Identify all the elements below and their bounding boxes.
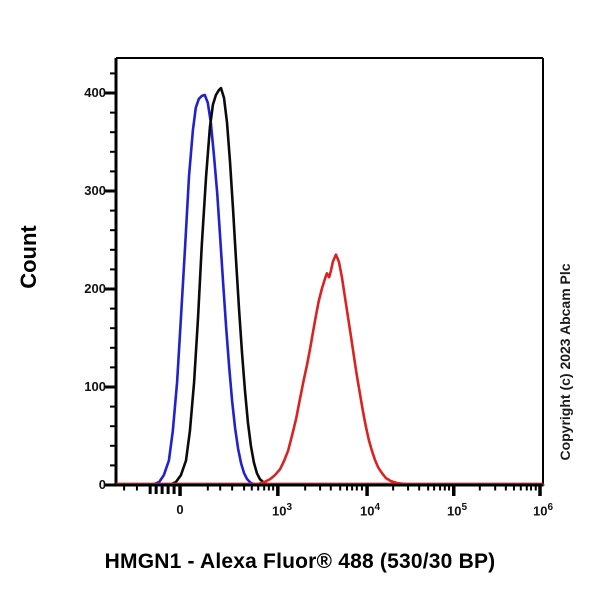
y-axis-title: Count bbox=[16, 225, 41, 289]
y-tick-label-0: 0 bbox=[98, 477, 106, 492]
x-tick-label-10e5: 105 bbox=[446, 502, 468, 519]
x-tick-label-10e4: 104 bbox=[359, 502, 381, 519]
y-tick-label-400: 400 bbox=[84, 85, 106, 100]
y-tick-label-300: 300 bbox=[84, 183, 106, 198]
y-tick-label-100: 100 bbox=[84, 379, 106, 394]
chart-title: HMGN1 - Alexa Fluor® 488 (530/30 BP) bbox=[104, 550, 496, 573]
histogram-curve-hmgn1-stained-red bbox=[114, 253, 545, 487]
copyright-text: Copyright (c) 2023 Abcam Plc bbox=[557, 263, 573, 461]
x-tick-label-0: 0 bbox=[176, 502, 184, 517]
histogram-curve-unlabelled-control-blue bbox=[114, 93, 545, 487]
y-tick-label-200: 200 bbox=[84, 281, 106, 296]
histogram-curve-secondary-only-control-black bbox=[114, 86, 545, 487]
x-tick-label-10e6: 106 bbox=[532, 502, 554, 519]
x-tick-label-10e3: 103 bbox=[271, 502, 293, 519]
